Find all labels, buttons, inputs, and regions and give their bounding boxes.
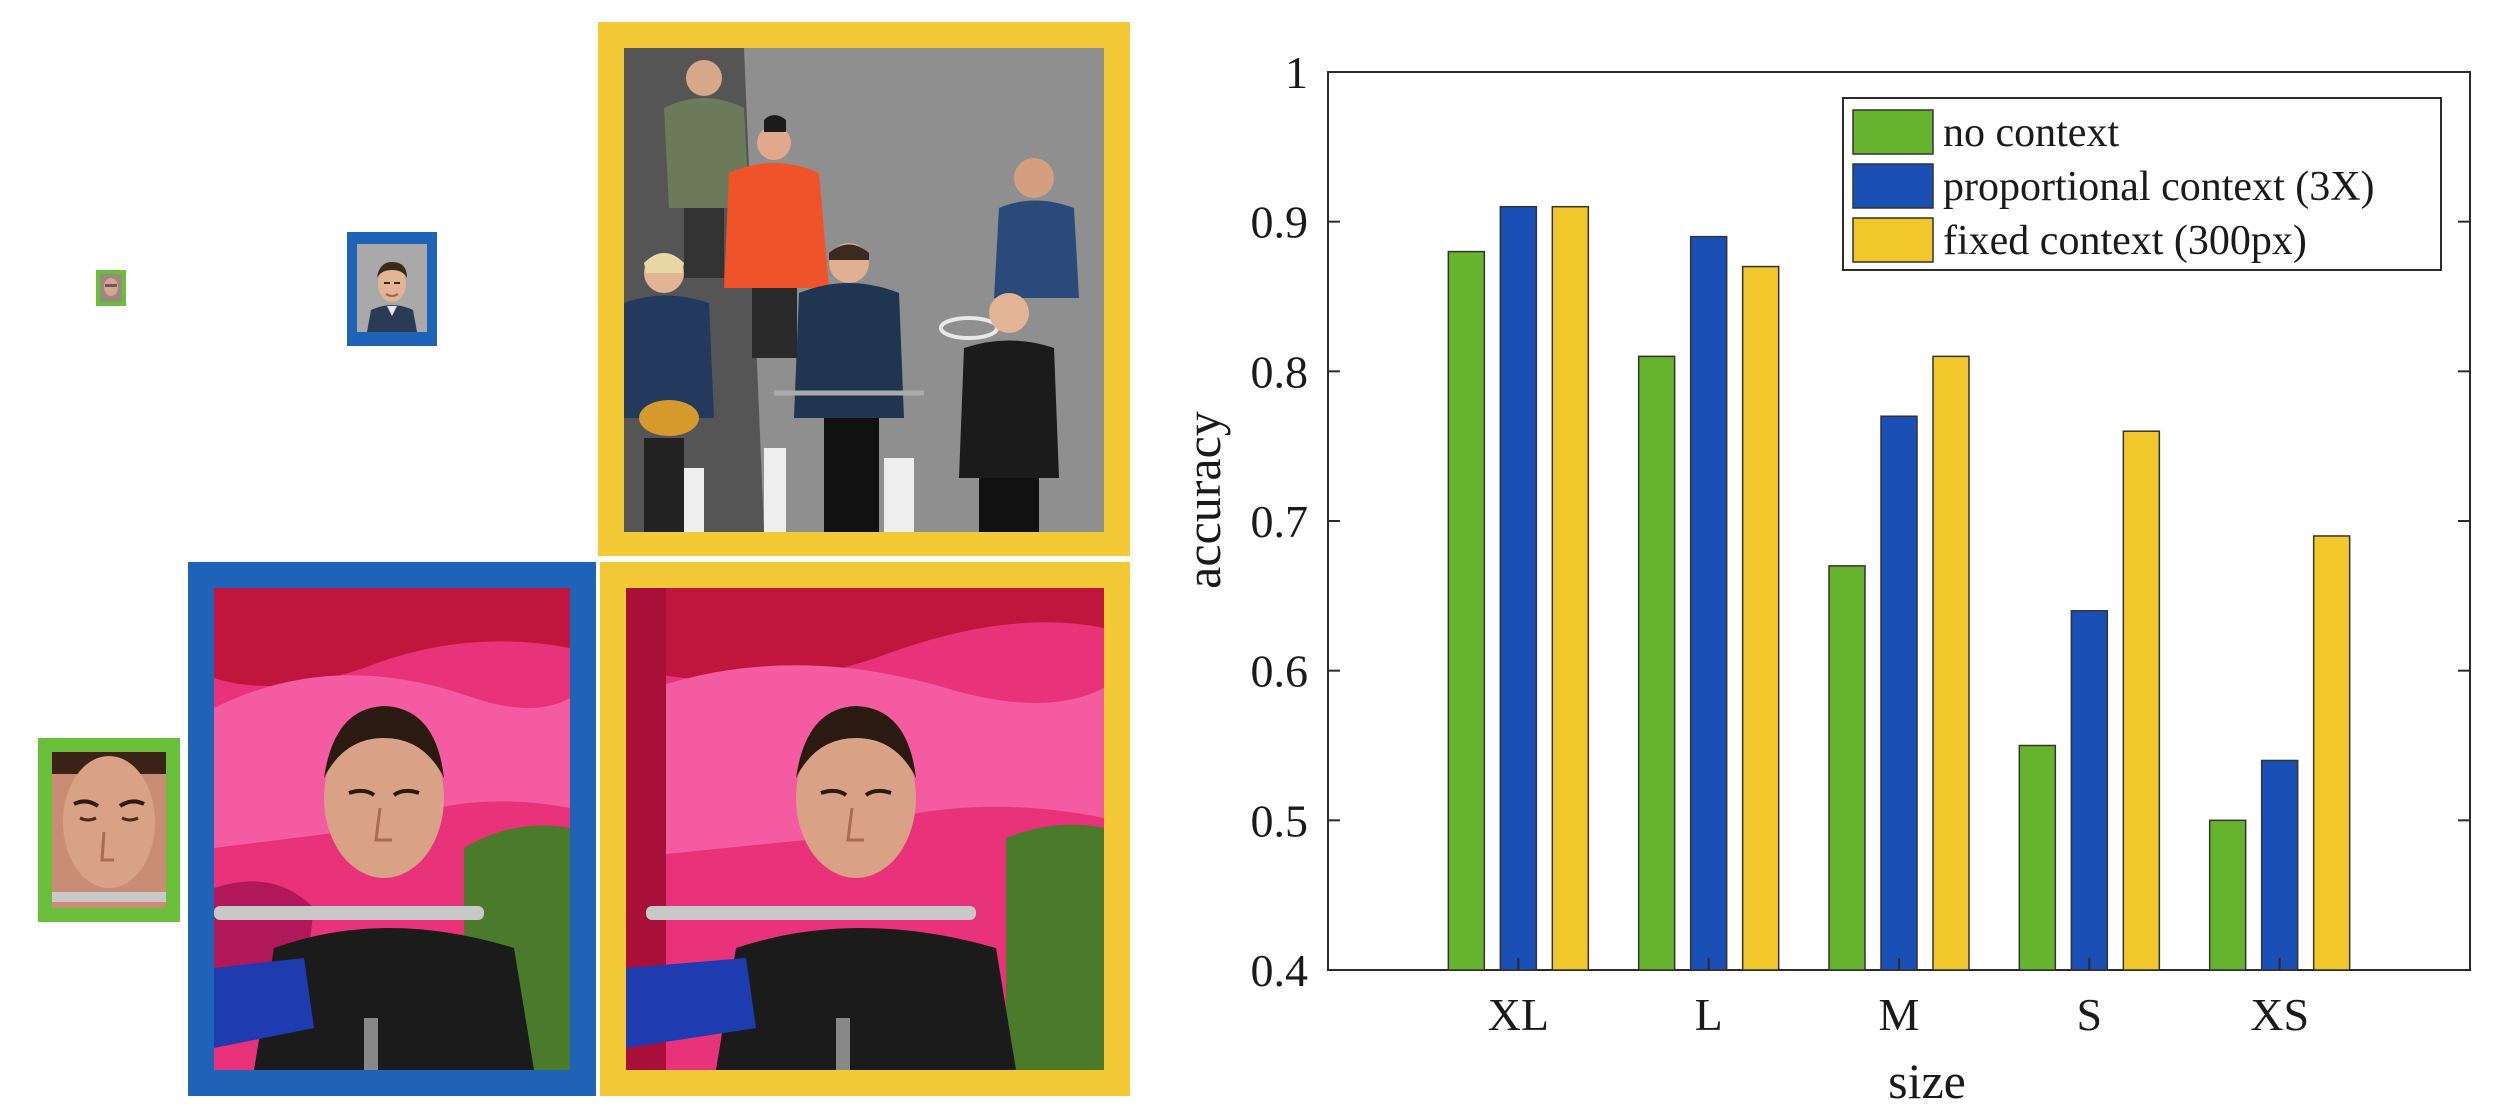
bar-m-series-0: [1828, 565, 1866, 971]
y-tick-label: 0.7: [1251, 496, 1309, 547]
x-tick-label: S: [2077, 989, 2103, 1040]
x-tick-label: L: [1695, 989, 1723, 1040]
bar-l-series-0: [1637, 355, 1676, 971]
legend-swatch: [1852, 217, 1934, 263]
accuracy-bar-chart: 0.4 0.5 0.6 0.7 0.8 0.9 1 XL L M S XS accuracy siz…: [1175, 47, 2471, 1109]
y-tick-label: 0.5: [1251, 795, 1309, 846]
legend-swatch: [1852, 163, 1934, 209]
cyclists-yellow: [598, 22, 1130, 556]
bar-s-series-1: [2070, 610, 2109, 971]
legend-label: proportional context (3X): [1943, 164, 2375, 210]
bar-s-series-2: [2122, 430, 2161, 971]
bar-m-series-1: [1880, 415, 1918, 971]
bar-xs-series-0: [2208, 819, 2247, 971]
x-axis-ticks: XL L M S XS: [1488, 958, 2309, 1040]
bar-s-series-0: [2018, 744, 2057, 971]
y-tick-label: 0.8: [1251, 346, 1309, 397]
bars-group: [1447, 205, 2351, 971]
x-axis-label: size: [1888, 1053, 1966, 1109]
x-tick-label: XL: [1488, 989, 1549, 1040]
bar-xl-series-0: [1447, 250, 1486, 971]
bar-xl-series-1: [1499, 205, 1538, 971]
y-tick-label: 0.6: [1251, 646, 1309, 697]
bar-l-series-2: [1741, 265, 1780, 971]
flute-face-green: [38, 738, 180, 922]
x-tick-label: XS: [2250, 989, 2309, 1040]
legend-label: fixed context (300px): [1943, 218, 2307, 264]
y-axis-label: accuracy: [1175, 411, 1231, 589]
bar-l-series-1: [1689, 235, 1728, 971]
tiny-face-green: [96, 270, 126, 306]
legend-box: [1842, 97, 2442, 271]
x-tick-label: M: [1879, 989, 1920, 1040]
small-face-blue: [347, 232, 437, 346]
bar-xs-series-1: [2260, 759, 2299, 971]
bar-xs-series-2: [2312, 535, 2351, 971]
legend-label: no context: [1943, 110, 2119, 156]
y-axis-ticks: 0.4 0.5 0.6 0.7 0.8 0.9 1: [1251, 47, 2470, 996]
flute-context-blue: [188, 562, 596, 1096]
y-tick-label: 0.4: [1251, 945, 1309, 996]
flute-context-yellow: [600, 562, 1130, 1096]
y-tick-label: 0.9: [1251, 197, 1309, 248]
y-tick-label: 1: [1285, 47, 1308, 98]
bar-xl-series-2: [1551, 205, 1590, 971]
legend: no context proportional context (3X) fixed…: [1842, 97, 2442, 271]
legend-swatch: [1852, 109, 1934, 155]
bar-m-series-2: [1932, 355, 1970, 971]
